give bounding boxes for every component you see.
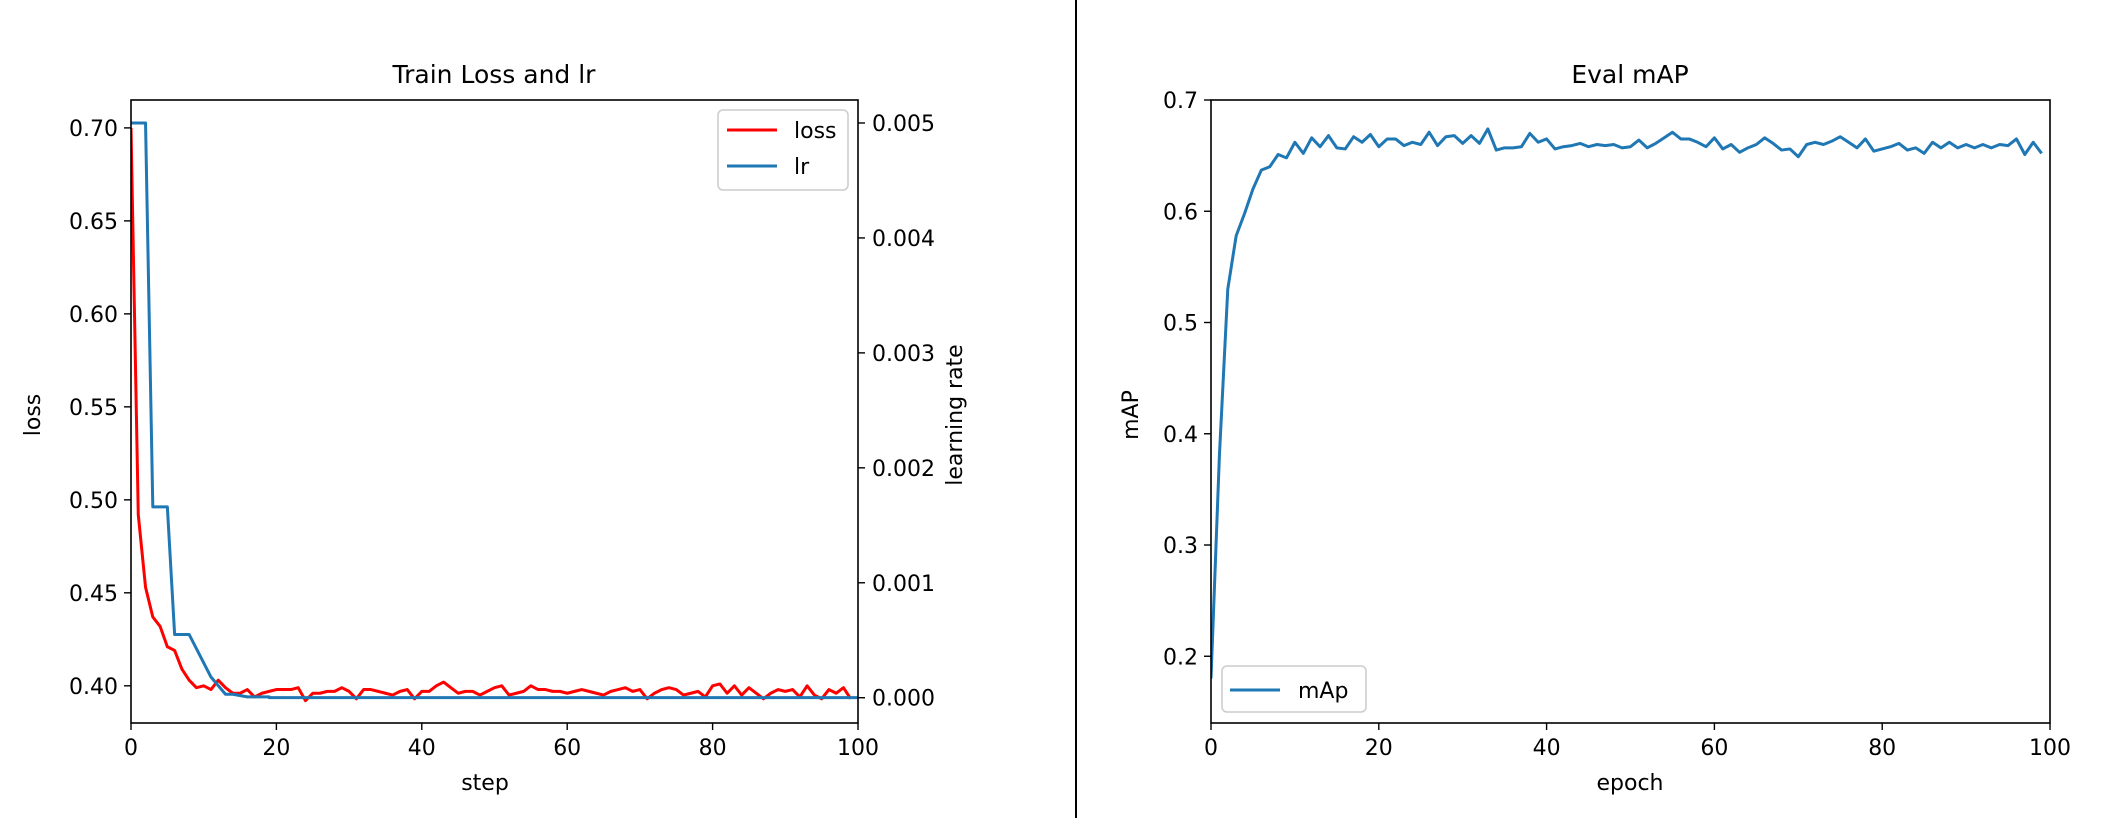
legend-label-loss: loss — [794, 119, 837, 144]
y-tick-label: 0.65 — [69, 210, 118, 235]
y-right-tick-label: 0.002 — [872, 457, 935, 482]
x-tick-label: 0 — [124, 736, 138, 761]
x-tick-label: 40 — [408, 736, 436, 761]
x-tick-label: 100 — [2029, 736, 2071, 761]
y-tick-label: 0.45 — [69, 582, 118, 607]
legend-label-map: mAp — [1298, 679, 1348, 704]
y-tick-label: 0.6 — [1163, 200, 1198, 225]
plot-area: 0 20 40 60 80 100 0.40 0.45 0.50 0.55 0.60 0.65 0.70… — [69, 99, 935, 761]
y-tick-label: 0.3 — [1163, 534, 1198, 559]
y-tick-label: 0.50 — [69, 489, 118, 514]
x-tick-label: 80 — [699, 736, 727, 761]
x-tick-label: 40 — [1533, 736, 1561, 761]
y-right-tick-label: 0.003 — [872, 342, 935, 367]
x-tick-label: 20 — [262, 736, 290, 761]
y-right-tick-label: 0.000 — [872, 687, 935, 712]
x-axis-label: epoch — [1597, 771, 1664, 796]
y-tick-label: 0.70 — [69, 117, 118, 142]
series-line-lr — [131, 121, 858, 700]
y-axis-label: mAP — [1119, 390, 1144, 440]
x-tick-label: 60 — [553, 736, 581, 761]
legend: loss lr — [717, 109, 849, 191]
y-tick-label: 0.55 — [69, 396, 118, 421]
y-right-tick-label: 0.004 — [872, 227, 935, 252]
x-tick-label: 0 — [1204, 736, 1218, 761]
y-tick-label: 0.7 — [1163, 89, 1198, 114]
eval-map-chart: Eval mAP epoch mAP 0 20 40 60 80 100 0.2 0.3 0.4… — [1119, 60, 2071, 796]
y-axis-right-label: learning rate — [943, 344, 968, 485]
legend-label-lr: lr — [794, 155, 810, 180]
plot-area: 0 20 40 60 80 100 0.2 0.3 0.4 0.5 0.6 0.7 — [1163, 89, 2071, 761]
legend: mAp — [1221, 665, 1367, 713]
plot-frame — [1210, 99, 2051, 724]
x-axis-label: step — [461, 771, 509, 796]
y-tick-label: 0.60 — [69, 303, 118, 328]
train-loss-lr-chart: Train Loss and lr step loss learning rat… — [21, 60, 968, 796]
y-axis-label: loss — [21, 394, 46, 437]
x-tick-label: 100 — [837, 736, 879, 761]
x-tick-label: 80 — [1868, 736, 1896, 761]
y-tick-label: 0.2 — [1163, 645, 1198, 670]
x-tick-label: 20 — [1365, 736, 1393, 761]
y-tick-label: 0.40 — [69, 675, 118, 700]
legend-box — [1221, 665, 1367, 713]
chart-title: Eval mAP — [1571, 60, 1688, 89]
y-right-tick-label: 0.005 — [872, 112, 935, 137]
y-tick-label: 0.4 — [1163, 423, 1198, 448]
series-line-loss — [131, 127, 852, 703]
plot-frame — [130, 99, 859, 724]
series-line-map — [1211, 127, 2043, 679]
x-tick-label: 60 — [1700, 736, 1728, 761]
y-right-tick-label: 0.001 — [872, 572, 935, 597]
chart-title: Train Loss and lr — [392, 60, 597, 89]
y-tick-label: 0.5 — [1163, 312, 1198, 337]
